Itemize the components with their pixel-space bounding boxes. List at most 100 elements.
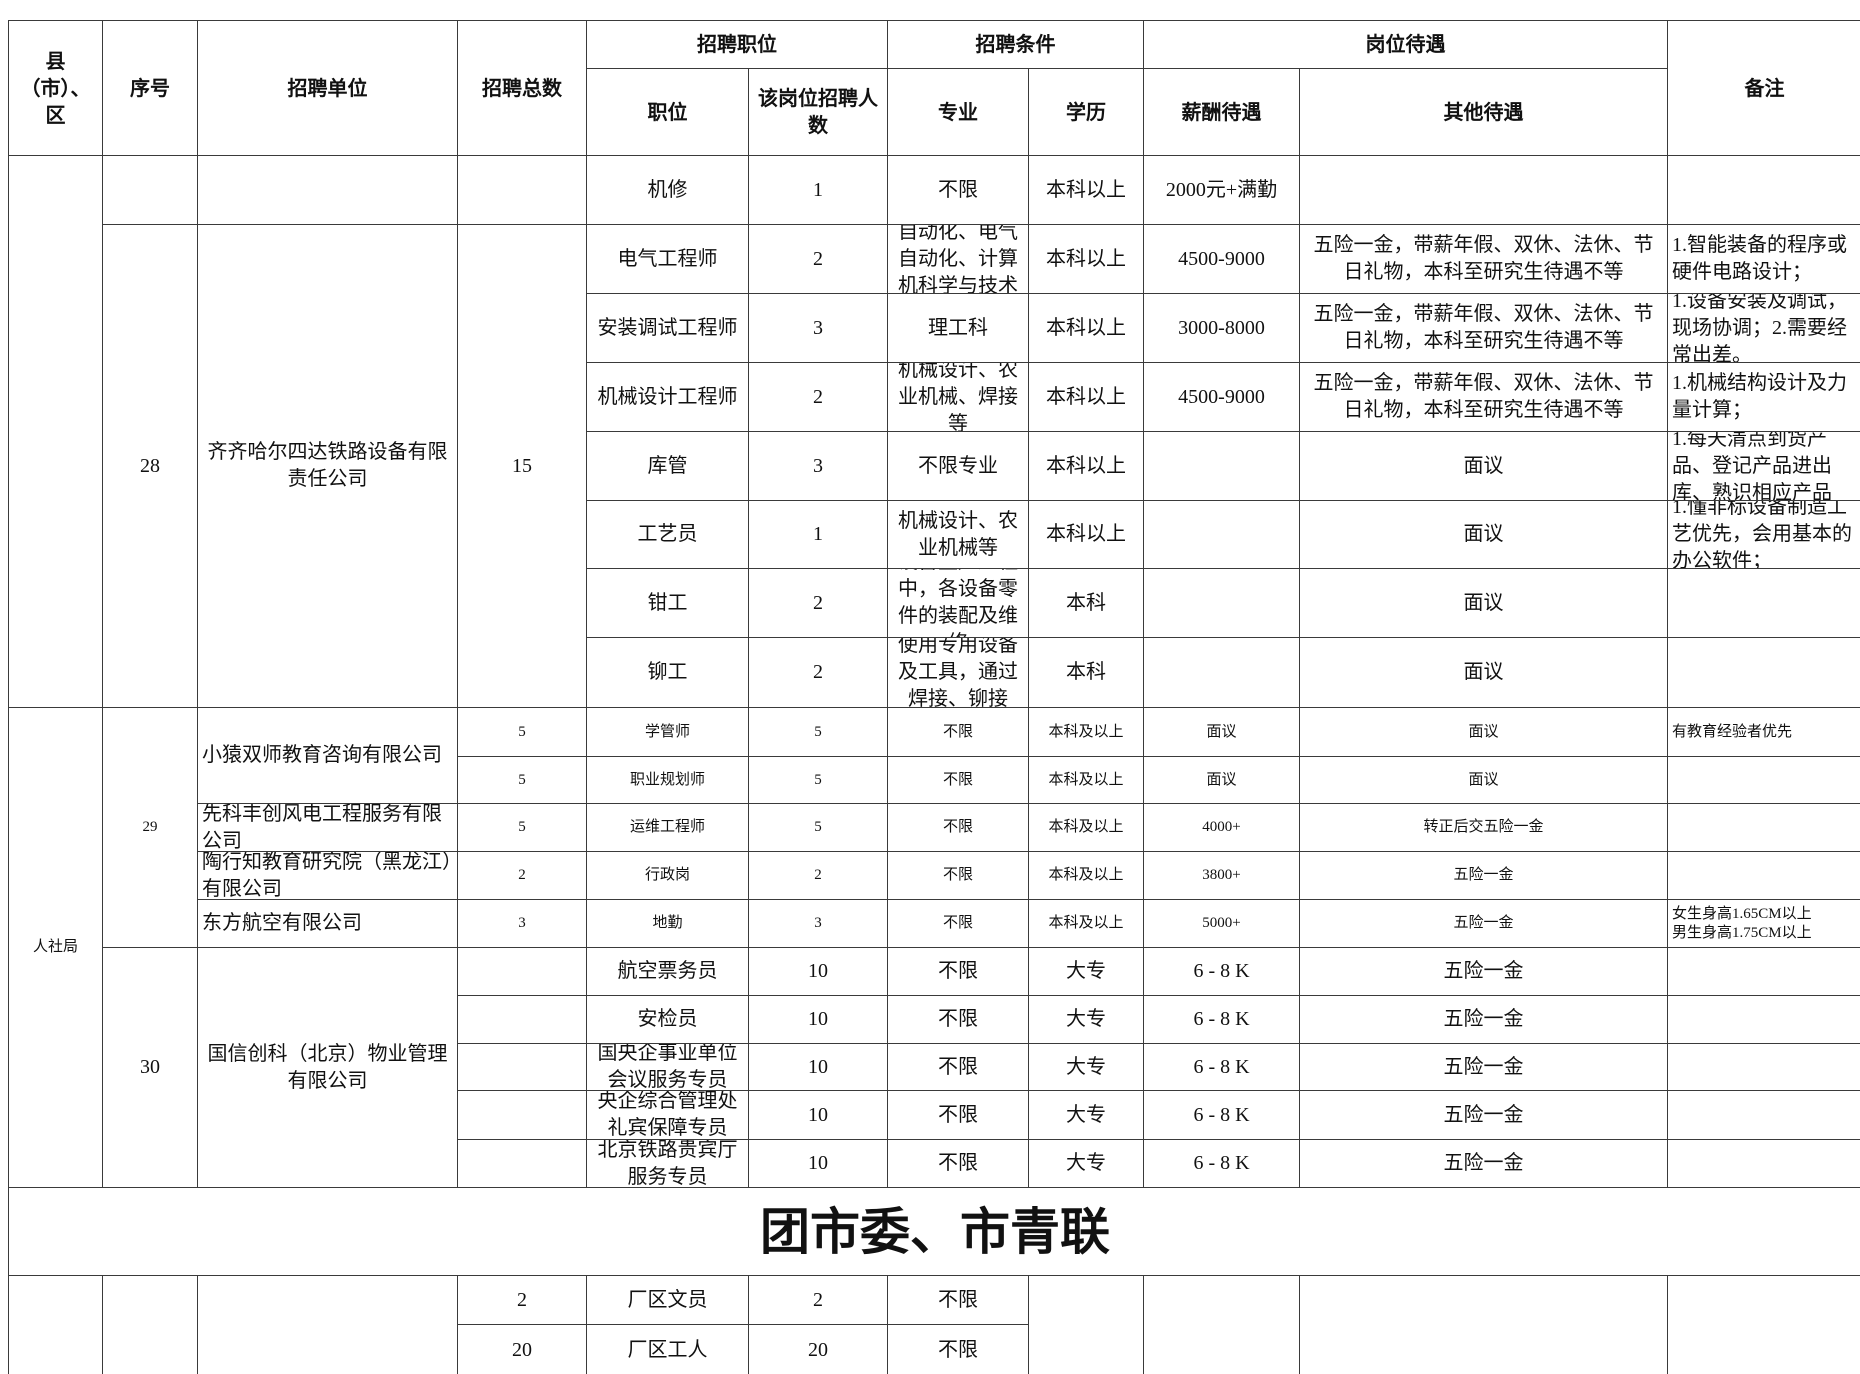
table-cell: 本科 <box>1028 637 1144 708</box>
cell-text: 国信创科（北京）物业管理有限公司 <box>207 1042 448 1092</box>
table-cell <box>457 1090 587 1140</box>
table-cell <box>1028 1275 1144 1374</box>
table-cell <box>1667 995 1860 1044</box>
cell-text: 使用专用设备及工具，通过焊接、铆接 <box>898 637 1018 708</box>
cell-text: 五险一金 <box>1443 1103 1524 1126</box>
table-cell: 本科及以上 <box>1028 756 1144 804</box>
table-cell: 10 <box>748 947 888 996</box>
table-cell: 钳工 <box>586 568 749 638</box>
table-cell <box>197 1275 458 1374</box>
table-cell: 2 <box>457 1275 587 1325</box>
cell-text: 不限 <box>942 819 973 835</box>
cell-text: 本科以上 <box>1046 247 1126 270</box>
table-cell: 东方航空有限公司 <box>197 899 458 948</box>
cell-text: 安装调试工程师 <box>597 316 738 339</box>
table-cell <box>457 947 587 996</box>
table-cell: 机械设计、农业机械等 <box>887 500 1029 569</box>
table-cell: 1.每天清点到货产品、登记产品进出库、熟识相应产品 <box>1667 431 1860 501</box>
cell-text: 五险一金，带薪年假、双休、法休、节日礼物，本科至研究生待遇不等 <box>1313 234 1654 283</box>
cell-text: 厂区文员 <box>627 1288 708 1311</box>
table-cell: 职业规划师 <box>586 756 749 804</box>
table-cell: 面议 <box>1299 707 1668 757</box>
table-cell: 运维工程师 <box>586 803 749 852</box>
table-cell: 28 <box>102 224 198 708</box>
cell-text: 28 <box>140 454 160 477</box>
cell-text: 10 <box>808 1103 828 1126</box>
cell-text: 2 <box>813 1288 823 1311</box>
table-cell: 不限 <box>887 995 1029 1044</box>
table-cell: 本科及以上 <box>1028 803 1144 852</box>
table-cell: 机修 <box>586 155 749 225</box>
cell-text: 30 <box>140 1056 160 1078</box>
table-cell: 面议 <box>1299 500 1668 569</box>
table-cell: 不限 <box>887 851 1029 900</box>
table-cell <box>102 1275 198 1374</box>
cell-text: 2 <box>813 385 823 408</box>
table-cell: 6 - 8 K <box>1143 1139 1300 1188</box>
cell-text: 不限 <box>942 723 973 740</box>
cell-text: 职业规划师 <box>629 771 705 788</box>
table-cell: 1.机械结构设计及力量计算； <box>1667 362 1860 432</box>
table-cell <box>1667 803 1860 852</box>
table-cell: 安检员 <box>586 995 749 1044</box>
cell-text: 五险一金 <box>1443 1008 1524 1030</box>
table-cell: 10 <box>748 1139 888 1188</box>
table-cell: 6 - 8 K <box>1143 1043 1300 1091</box>
cell-text: 面议 <box>1463 454 1504 477</box>
cell-text: 薪酬待遇 <box>1181 99 1262 124</box>
table-cell: 人社局 <box>8 707 103 1188</box>
cell-text: 转正后交五险一金 <box>1423 819 1544 835</box>
table-cell: 本科以上 <box>1028 224 1144 294</box>
table-cell: 电气工程师 <box>586 224 749 294</box>
table-cell: 面议 <box>1299 756 1668 804</box>
table-cell <box>1143 500 1300 569</box>
table-cell: 1.懂非标设备制造工艺优先，会用基本的办公软件； <box>1667 500 1860 569</box>
cell-text: 大专 <box>1066 1152 1106 1174</box>
table-cell: 3 <box>748 899 888 948</box>
table-cell: 3 <box>748 293 888 363</box>
table-cell: 招聘单位 <box>197 20 458 156</box>
cell-text: 不限 <box>942 771 973 788</box>
table-cell: 大专 <box>1028 1043 1144 1091</box>
cell-text: 6 - 8 K <box>1193 1008 1250 1030</box>
cell-text: 不限 <box>938 1055 978 1078</box>
table-cell: 铆工 <box>586 637 749 708</box>
table-cell: 学历 <box>1028 68 1144 156</box>
cell-text: 东方航空有限公司 <box>202 912 362 934</box>
table-cell <box>1667 1275 1860 1374</box>
table-cell: 本科以上 <box>1028 293 1144 363</box>
cell-text: 4500-9000 <box>1178 247 1265 270</box>
cell-text: 设备生产过程中，各设备零件的装配及维修 <box>898 569 1018 637</box>
cell-text: 不限 <box>938 1008 978 1030</box>
cell-text: 4500-9000 <box>1178 385 1265 408</box>
cell-text: 本科 <box>1066 661 1106 683</box>
table-cell: 6 - 8 K <box>1143 995 1300 1044</box>
table-cell: 本科 <box>1028 568 1144 638</box>
cell-text: 4000+ <box>1202 819 1241 835</box>
cell-text: 3 <box>813 454 823 477</box>
table-cell: 女生身高1.65CM以上 男生身高1.75CM以上 <box>1667 899 1860 948</box>
table-cell: 3000-8000 <box>1143 293 1300 363</box>
cell-text: 15 <box>512 454 532 477</box>
cell-text: 女生身高1.65CM以上 男生身高1.75CM以上 <box>1672 905 1812 941</box>
table-cell: 不限 <box>887 899 1029 948</box>
cell-text: 5 <box>518 771 526 788</box>
cell-text: 2 <box>813 591 823 614</box>
cell-text: 职位 <box>647 99 688 124</box>
cell-text: 1 <box>813 523 823 545</box>
cell-text: 县（市）、区 <box>20 48 91 127</box>
table-cell: 自动化、电气自动化、计算机科学与技术 <box>887 224 1029 294</box>
cell-text: 2 <box>813 247 823 270</box>
table-cell: 厂区工人 <box>586 1324 749 1374</box>
table-cell: 不限 <box>887 1139 1029 1188</box>
cell-text: 10 <box>808 1008 828 1030</box>
cell-text: 其他待遇 <box>1443 99 1524 124</box>
table-cell: 大专 <box>1028 947 1144 996</box>
table-cell: 招聘条件 <box>887 20 1144 69</box>
cell-text: 10 <box>808 960 828 982</box>
cell-text: 本科以上 <box>1046 454 1126 477</box>
table-cell: 面议 <box>1143 707 1300 757</box>
table-cell: 面议 <box>1299 568 1668 638</box>
cell-text: 3 <box>814 915 822 931</box>
cell-text: 面议 <box>1468 771 1499 788</box>
